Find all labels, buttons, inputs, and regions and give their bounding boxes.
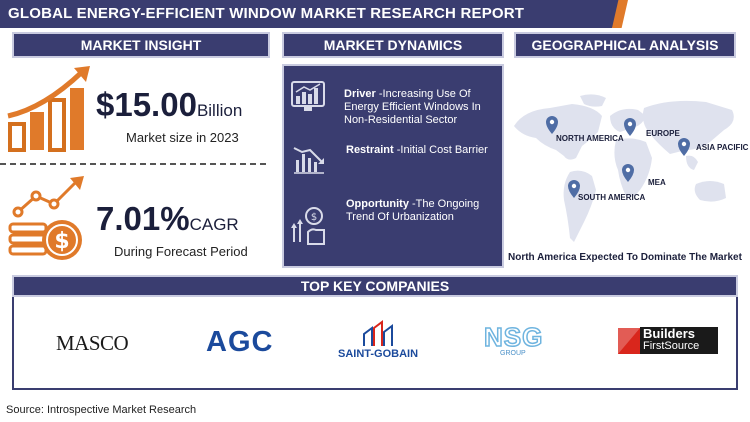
firstsource-label: FirstSource [643,340,700,352]
geographical-analysis-header: GEOGRAPHICAL ANALYSIS [514,32,736,58]
page-title: GLOBAL ENERGY-EFFICIENT WINDOW MARKET RE… [8,5,525,22]
cagr-value: 7.01%CAGR [96,200,239,237]
agc-logo: AGC [206,326,274,358]
cagr-unit: CAGR [189,215,239,234]
builders-firstsource-emblem-icon [618,328,640,354]
region-south-america: SOUTH AMERICA [578,193,646,202]
nsg-group-label: GROUP [500,350,526,357]
hand-growth-icon: $ [291,207,325,245]
region-mea: MEA [648,178,666,187]
masco-logo: MASCO [56,331,129,355]
title-bar: GLOBAL ENERGY-EFFICIENT WINDOW MARKET RE… [0,0,626,28]
market-size-caption: Market size in 2023 [126,130,239,145]
monitor-chart-icon [291,81,325,111]
builders-firstsource-logo: Builders FirstSource [640,327,718,354]
market-insight-header: MARKET INSIGHT [12,32,270,58]
geo-caption: North America Expected To Dominate The M… [508,252,742,263]
svg-text:$: $ [311,212,317,223]
cagr-caption: During Forecast Period [114,244,248,259]
opportunity-text: Opportunity -The Ongoing Trend Of Urbani… [346,198,480,223]
restraint-text: Restraint -Initial Cost Barrier [346,144,488,156]
market-size-unit: Billion [196,101,243,120]
decline-chart-icon [293,147,324,174]
dollar-coins-icon: $ [8,176,84,260]
divider [0,163,266,165]
region-north-america: NORTH AMERICA [556,134,624,143]
market-dynamics-panel [282,64,504,268]
svg-text:$: $ [54,229,69,254]
saint-gobain-logo: SAINT-GOBAIN [338,348,419,360]
region-asia-pacific: ASIA PACIFIC [696,143,749,152]
bar-growth-icon [7,66,90,152]
market-dynamics-header: MARKET DYNAMICS [282,32,504,58]
driver-text: Driver -Increasing Use Of Energy Efficie… [344,88,481,126]
nsg-logo: NSG [483,321,544,353]
world-map [514,94,734,242]
top-key-companies-header: TOP KEY COMPANIES [12,275,738,297]
region-europe: EUROPE [646,129,680,138]
builders-label: Builders [643,326,696,341]
source-note: Source: Introspective Market Research [6,404,197,416]
saint-gobain-emblem-icon [363,320,393,346]
market-size-value: $15.00Billion [96,86,243,123]
